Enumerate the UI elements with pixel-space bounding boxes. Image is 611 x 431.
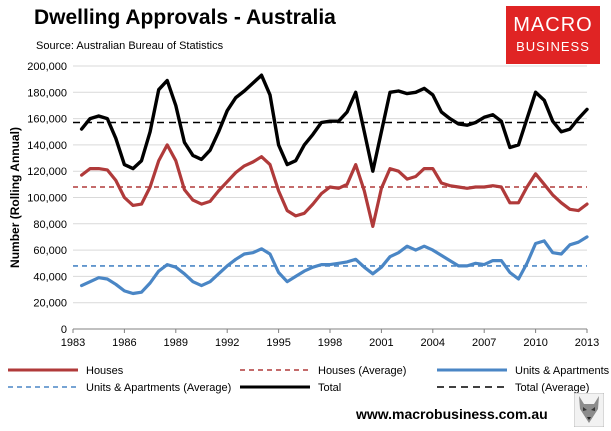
x-tick-label: 1995	[266, 337, 290, 349]
grid-lines	[73, 65, 587, 304]
x-tick-label: 1992	[215, 337, 239, 349]
logo-line-1: MACRO	[513, 14, 593, 36]
y-tick-label: 40,000	[33, 271, 67, 283]
y-tick-label: 140,000	[27, 140, 67, 152]
y-tick-label: 200,000	[27, 61, 67, 73]
y-tick-label: 180,000	[27, 87, 67, 99]
legend-label: Total	[318, 382, 341, 394]
x-tick-label: 2013	[575, 337, 599, 349]
x-tick-label: 2004	[421, 337, 445, 349]
y-tick-label: 160,000	[27, 114, 67, 126]
axes: 0 20,000 40,000 60,000 80,000 100,000 120,000 1…	[8, 61, 599, 349]
legend-label: Houses	[86, 365, 124, 377]
y-tick-label: 120,000	[27, 166, 67, 178]
legend-label: Units & Apartments	[515, 365, 610, 377]
series-line-units-apartments	[79, 235, 589, 296]
legend-label: Total (Average)	[515, 382, 589, 394]
x-tick-label: 1986	[112, 337, 136, 349]
series-lines	[73, 73, 589, 296]
logo-line-2: BUSINESS	[516, 39, 590, 54]
legend-label: Units & Apartments (Average)	[86, 382, 231, 394]
series-line-total	[79, 73, 589, 173]
chart-title: Dwelling Approvals - Australia	[34, 6, 336, 29]
y-tick-label: 0	[61, 324, 67, 336]
x-tick-label: 2007	[472, 337, 496, 349]
source-subtitle: Source: Australian Bureau of Statistics	[36, 40, 224, 52]
legend-label: Houses (Average)	[318, 365, 406, 377]
footer-url: www.macrobusiness.com.au	[356, 406, 548, 422]
y-tick-label: 20,000	[33, 298, 67, 310]
y-tick-label: 80,000	[33, 219, 67, 231]
x-tick-label: 1983	[61, 337, 85, 349]
x-tick-label: 2001	[369, 337, 393, 349]
y-tick-label: 100,000	[27, 193, 67, 205]
series-line-houses	[79, 143, 589, 228]
y-axis-title: Number (Rolling Annual)	[8, 127, 22, 268]
x-tick-label: 2010	[523, 337, 547, 349]
x-tick-label: 1998	[318, 337, 342, 349]
y-tick-label: 60,000	[33, 245, 67, 257]
wolf-mascot-icon	[574, 393, 604, 427]
legend: Houses Houses (Average) Units & Apartments…	[8, 365, 610, 394]
x-tick-label: 1989	[164, 337, 188, 349]
macrobusiness-logo: MACRO BUSINESS	[506, 6, 600, 64]
